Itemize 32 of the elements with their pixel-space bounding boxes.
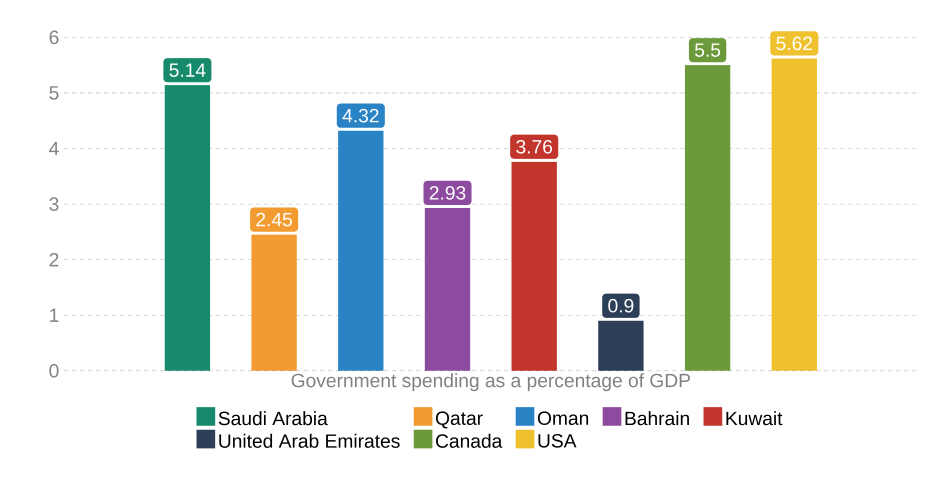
- data-label: 3.76: [516, 140, 552, 154]
- bar: [684, 65, 730, 372]
- y-tick-label: 1: [50, 308, 58, 322]
- y-tick-label: 4: [49, 142, 59, 156]
- bar: [772, 58, 817, 372]
- bar: [512, 162, 557, 372]
- data-label: 0.9: [608, 299, 634, 313]
- y-tick-label: 6: [50, 30, 58, 44]
- y-tick-label: 3: [49, 198, 58, 212]
- legend-label: Qatar: [436, 412, 483, 429]
- y-tick-label: 5: [49, 86, 59, 100]
- data-label: 5.62: [776, 36, 812, 50]
- bar: [598, 321, 644, 372]
- legend-label: Bahrain: [626, 411, 689, 426]
- legend-label: Canada: [436, 434, 502, 448]
- y-tick-label: 2: [50, 253, 58, 267]
- legend-label: Kuwait: [726, 411, 782, 426]
- bar: [424, 208, 470, 372]
- y-tick-label: 0: [49, 364, 59, 378]
- x-axis-title: Government spending as a percentage of GDP: [292, 373, 690, 392]
- legend-label: USA: [538, 434, 576, 448]
- bar: [338, 130, 384, 372]
- legend-label: Oman: [538, 412, 588, 426]
- data-label: 5.14: [169, 64, 206, 78]
- legend-label: Saudi Arabia: [218, 411, 328, 426]
- data-label: 2.45: [256, 213, 292, 227]
- bar: [164, 85, 210, 372]
- data-label: 5.5: [695, 44, 720, 58]
- data-label: 4.32: [342, 109, 379, 123]
- bar: [251, 234, 297, 372]
- data-label: 2.93: [430, 186, 466, 200]
- legend-label: United Arab Emirates: [219, 434, 400, 448]
